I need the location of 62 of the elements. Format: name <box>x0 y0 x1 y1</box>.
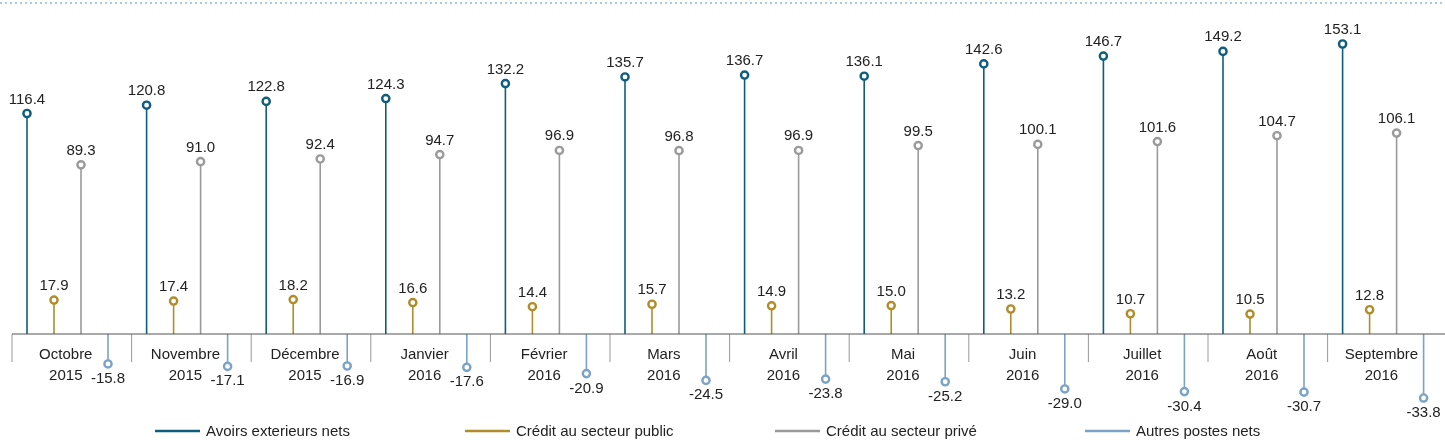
x-tick-label: Mars 2016 <box>647 345 681 383</box>
data-label: 89.3 <box>66 140 96 158</box>
data-label: 142.6 <box>965 39 1003 57</box>
data-label: -17.6 <box>449 372 484 390</box>
data-label: 96.9 <box>544 126 574 144</box>
data-label: 17.9 <box>39 276 69 294</box>
data-label: 124.3 <box>367 74 405 92</box>
data-label: 153.1 <box>1323 20 1362 37</box>
data-label: -30.7 <box>1286 397 1322 415</box>
data-label: 104.7 <box>1258 111 1296 129</box>
data-label: 136.7 <box>725 51 764 69</box>
data-label: 96.8 <box>664 126 694 144</box>
data-label: 17.4 <box>159 277 189 295</box>
data-label: 136.1 <box>845 52 883 70</box>
data-label: 116.4 <box>8 89 46 107</box>
data-label: -20.9 <box>569 378 604 396</box>
x-tick-label: Mai 2016 <box>886 345 920 383</box>
data-label: 106.1 <box>1377 109 1416 127</box>
data-label: 149.2 <box>1204 27 1242 45</box>
data-label: -24.5 <box>688 385 724 403</box>
data-label: -15.8 <box>90 368 126 386</box>
data-label: -25.2 <box>928 386 963 404</box>
data-label: -23.8 <box>808 384 843 402</box>
data-label: 94.7 <box>425 130 455 148</box>
x-tick-label: Octobre 2015 <box>39 345 93 383</box>
data-label: 15.0 <box>876 281 906 299</box>
x-tick-label: Septembre 2016 <box>1344 345 1419 383</box>
data-label: -33.8 <box>1406 403 1441 421</box>
data-label: 15.7 <box>637 280 667 298</box>
data-label: 14.9 <box>757 281 787 299</box>
data-label: 18.2 <box>278 275 308 293</box>
data-label: 12.8 <box>1355 285 1385 303</box>
data-label: 10.5 <box>1235 290 1265 308</box>
x-tick-label: Juin 2016 <box>1005 345 1040 383</box>
legend-label: Autres postes nets <box>1136 422 1261 439</box>
x-tick-label: Février 2016 <box>520 345 568 383</box>
legend-label: Crédit au secteur privé <box>826 422 977 439</box>
x-tick-label: Juillet 2016 <box>1123 345 1163 383</box>
data-label: -17.1 <box>210 371 245 389</box>
data-label: 122.8 <box>247 77 285 95</box>
data-label: 92.4 <box>305 134 335 152</box>
data-label: -30.4 <box>1167 396 1202 414</box>
legend-label: Crédit au secteur public <box>516 422 675 439</box>
data-label: 10.7 <box>1115 289 1145 307</box>
data-label: -29.0 <box>1047 393 1082 411</box>
data-label: 132.2 <box>486 59 525 77</box>
data-label: 99.5 <box>903 121 933 139</box>
data-label: 100.1 <box>1019 120 1057 138</box>
data-label: -16.9 <box>330 371 365 389</box>
x-tick-label: Avril 2016 <box>766 345 801 383</box>
legend-label: Avoirs exterieurs nets <box>206 422 350 439</box>
data-label: 16.6 <box>398 278 428 296</box>
data-label: 101.6 <box>1138 117 1177 135</box>
x-tick-label: Août 2016 <box>1245 345 1279 383</box>
data-label: 146.7 <box>1084 32 1123 50</box>
data-label: 120.8 <box>127 81 166 99</box>
data-label: 14.4 <box>517 282 547 300</box>
x-tick-label: Janvier 2016 <box>400 345 449 383</box>
data-label: 13.2 <box>996 285 1026 302</box>
data-label: 135.7 <box>606 52 644 70</box>
data-label: 96.9 <box>784 126 814 144</box>
data-label: 91.0 <box>186 137 216 155</box>
